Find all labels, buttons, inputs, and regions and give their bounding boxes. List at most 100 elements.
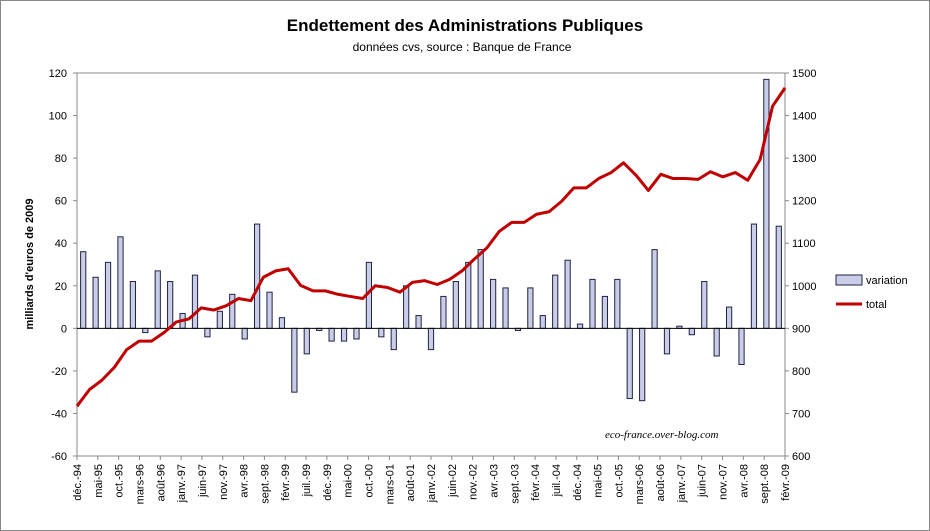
variation-bar [750, 223, 758, 329]
y-right-tick-label: 900 [792, 323, 810, 335]
variation-bar [763, 78, 770, 329]
y-left-tick-label: 40 [55, 238, 67, 250]
x-axis: déc.-94 mai-95 oct.-95 mars-96 août-96 janv.-… [72, 456, 792, 504]
variation-bar [117, 236, 124, 329]
x-tick-label: sept.-98 [259, 464, 271, 504]
x-tick-label: juil.-99 [301, 464, 313, 497]
y-axis-label: milliards d'euros de 2009 [24, 198, 36, 329]
x-tick-label: mai-05 [593, 464, 605, 498]
x-tick-label: mars-96 [134, 464, 146, 504]
x-tick-label: juin-07 [697, 464, 709, 498]
y-axis-left: -60 -40 -20 0 20 40 60 80 100 120 [49, 68, 77, 463]
legend-total-label: total [866, 299, 887, 311]
y-right-tick-label: 1500 [792, 68, 816, 80]
y-right-tick-label: 1400 [792, 111, 816, 123]
variation-bar [266, 291, 273, 329]
variation-bar [626, 327, 633, 400]
y-left-tick-label: 80 [55, 153, 67, 165]
x-tick-label: avr.-03 [488, 464, 500, 498]
variation-bar [241, 327, 248, 340]
variation-bar [452, 281, 459, 329]
x-tick-label: mai-00 [343, 464, 355, 498]
x-tick-label: juil.-04 [551, 464, 563, 497]
x-tick-label: févr.-99 [280, 464, 292, 501]
x-tick-label: nov.-97 [218, 464, 230, 500]
variation-bar [713, 327, 720, 357]
variation-bar [465, 261, 472, 329]
x-tick-label: nov.-02 [468, 464, 480, 500]
chart-subtitle: données cvs, source : Banque de France [353, 40, 572, 54]
y-right-tick-label: 1100 [792, 238, 816, 250]
variation-bar [738, 327, 745, 365]
x-tick-label: mars-01 [384, 464, 396, 504]
x-tick-label: mai-95 [93, 464, 105, 498]
variation-bar [576, 323, 584, 329]
variation-bar [191, 274, 199, 329]
variation-bar [726, 306, 733, 329]
x-tick-label: juin-97 [197, 464, 209, 498]
variation-bar [614, 278, 621, 329]
variation-bar [663, 327, 671, 355]
variation-bar [390, 327, 397, 351]
variation-bar [564, 259, 571, 329]
x-tick-label: août-96 [155, 464, 167, 501]
x-tick-label: févr.-09 [780, 464, 792, 501]
x-tick-label: janv.-97 [176, 464, 188, 503]
y-left-tick-label: 120 [49, 68, 67, 80]
variation-bar [216, 310, 223, 329]
variation-bar [142, 327, 149, 334]
variation-bar [340, 327, 348, 342]
y-left-tick-label: 0 [61, 323, 67, 335]
x-tick-label: oct.-95 [114, 464, 126, 498]
x-tick-label: juin-02 [447, 464, 459, 498]
variation-bar [775, 225, 782, 329]
variation-bar [378, 327, 385, 338]
legend: variation total [835, 274, 908, 311]
y-right-tick-label: 800 [792, 366, 810, 378]
x-tick-label: déc.-94 [72, 464, 84, 501]
y-axis-right: 600 700 800 900 1000 1100 1200 1300 1400 1500 [785, 68, 816, 463]
variation-bar [278, 317, 286, 329]
variation-bar [129, 281, 137, 329]
variation-bar [490, 278, 497, 329]
variation-bar [353, 327, 360, 340]
y-right-tick-label: 1300 [792, 153, 816, 165]
variation-bar [639, 327, 646, 402]
x-tick-label: oct.-05 [613, 464, 625, 498]
variation-bar [303, 327, 310, 355]
variation-bar [415, 315, 422, 329]
legend-variation-label: variation [866, 275, 908, 287]
variation-bar [154, 270, 161, 329]
x-tick-label: avr.-08 [738, 464, 750, 498]
y-left-tick-label: 60 [55, 196, 67, 208]
x-tick-label: août-06 [655, 464, 667, 501]
y-right-tick-label: 700 [792, 408, 810, 420]
x-tick-label: sept.-08 [759, 464, 771, 504]
variation-bar [601, 295, 609, 329]
variation-bar [104, 261, 112, 329]
variation-bar [92, 276, 99, 329]
y-left-tick-label: -60 [51, 451, 67, 463]
variation-bar [328, 327, 335, 342]
y-right-tick-label: 600 [792, 451, 810, 463]
x-tick-label: déc.-99 [322, 464, 334, 501]
variation-bar [527, 287, 534, 329]
variation-bar [291, 327, 298, 393]
variation-bar [651, 249, 658, 329]
variation-bar [552, 274, 559, 329]
chart-title: Endettement des Administrations Publique… [287, 16, 643, 35]
variation-bar [80, 251, 87, 329]
variation-bar [204, 327, 211, 338]
x-tick-label: nov.-07 [718, 464, 730, 500]
variation-bar [589, 278, 596, 329]
y-right-tick-label: 1200 [792, 196, 816, 208]
x-tick-label: mars-06 [634, 464, 646, 504]
y-left-tick-label: 100 [49, 111, 67, 123]
watermark: eco-france.over-blog.com [605, 429, 718, 441]
variation-bar [701, 281, 708, 329]
variation-bar [427, 327, 435, 351]
x-tick-label: déc.-04 [572, 464, 584, 501]
y-left-tick-label: -40 [51, 408, 67, 420]
x-tick-label: oct.-00 [364, 464, 376, 498]
